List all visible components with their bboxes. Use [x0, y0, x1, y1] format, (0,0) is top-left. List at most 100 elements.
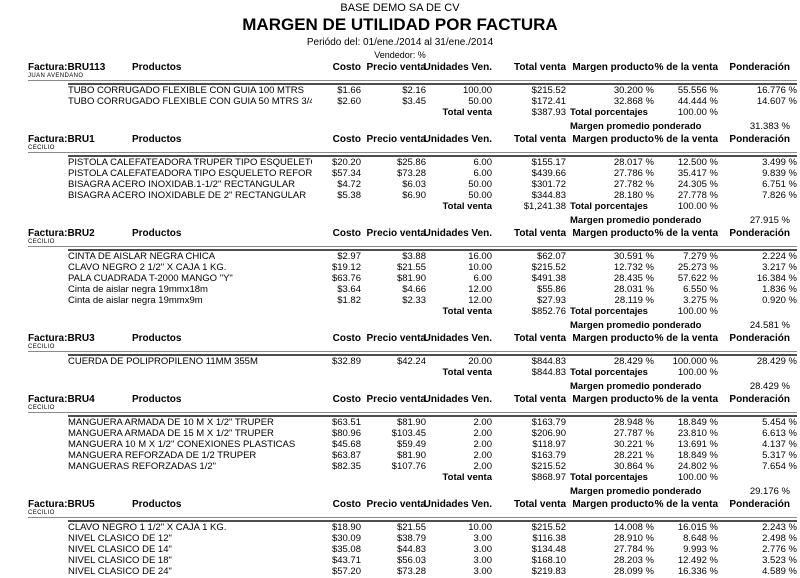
pct-of-sale-value: 12.492 %: [677, 555, 718, 566]
price-value: $3.45: [402, 96, 426, 107]
salesperson-name: CECILIO: [28, 510, 797, 518]
product-margin-value: 27.787 %: [613, 428, 654, 439]
pct-of-sale-value: 6.550 %: [683, 284, 718, 295]
weighting-value: 6.613 %: [762, 428, 797, 439]
table-row: CLAVO NEGRO 1 1/2" X CAJA 1 KG. $18.90 $…: [68, 521, 797, 533]
product-margin-value: 28.180 %: [613, 190, 654, 201]
cost-value: $2.60: [337, 96, 361, 107]
salesperson-name: CECILIO: [28, 405, 797, 413]
section-header: Factura:BRU4 Productos Costo Precio vent…: [0, 394, 800, 405]
col-header-margen-producto: Margen producto: [572, 134, 654, 145]
pct-of-sale-value: 12.500 %: [677, 157, 718, 168]
product-name: CINTA DE AISLAR NEGRA CHICA: [68, 251, 216, 262]
weighted-average-margin-row: Margen promedio ponderado 31.383 %: [0, 121, 800, 132]
cost-value: $63.87: [331, 450, 361, 461]
cost-value: $1.66: [337, 85, 361, 96]
weighting-value: 2.224 %: [762, 251, 797, 262]
product-margin-value: 27.784 %: [613, 544, 654, 555]
units-sold-value: 10.00: [468, 522, 492, 533]
margen-promedio-label: Margen promedio ponderado: [570, 381, 702, 392]
col-header-ponderacion: Ponderación: [729, 333, 790, 344]
table-row: NIVEL CLASICO DE 18" $43.71 $56.03 3.00 …: [68, 555, 797, 566]
total-sale-value: $215.52: [531, 522, 566, 533]
product-margin-value: 28.948 %: [613, 417, 654, 428]
table-row: PISTOLA CALEFATEADORA TIPO ESQUELETO REF…: [68, 168, 797, 179]
units-sold-value: 3.00: [473, 555, 493, 566]
weighting-value: 16.384 %: [756, 273, 797, 284]
total-sale-value: $215.52: [531, 85, 566, 96]
cost-value: $3.64: [337, 284, 361, 295]
weighting-value: 0.920 %: [762, 295, 797, 306]
col-header-pct-venta: % de la venta: [654, 134, 718, 145]
price-value: $59.49: [396, 439, 426, 450]
weighted-average-margin-row: Margen promedio ponderado 29.176 %: [0, 486, 800, 497]
col-header-costo: Costo: [332, 499, 361, 510]
report-title: MARGEN DE UTILIDAD POR FACTURA: [242, 15, 558, 34]
total-porcentajes-value: 100.00 %: [677, 472, 718, 483]
product-name: NIVEL CLASICO DE 18": [68, 555, 172, 566]
product-margin-value: 28.429 %: [613, 356, 654, 367]
col-header-ponderacion: Ponderación: [729, 499, 790, 510]
invoice-section: Factura:BRU1 Productos Costo Precio vent…: [0, 134, 800, 226]
total-porcentajes-label: Total porcentajes: [570, 201, 648, 212]
weighting-value: 2.243 %: [762, 522, 797, 533]
price-value: $81.90: [396, 417, 426, 428]
units-sold-value: 100.00: [462, 85, 492, 96]
pct-of-sale-value: 18.849 %: [677, 417, 718, 428]
invoice-section: Factura:BRU2 Productos Costo Precio vent…: [0, 228, 800, 331]
salesperson-name: JUAN AVENDANO: [28, 73, 797, 81]
cost-value: $63.51: [331, 417, 361, 428]
price-value: $3.88: [402, 251, 426, 262]
margen-promedio-label: Margen promedio ponderado: [570, 215, 702, 226]
product-name: NIVEL CLASICO DE 12": [68, 533, 172, 544]
weighting-value: 4.137 %: [762, 439, 797, 450]
cost-value: $63.76: [331, 273, 361, 284]
col-header-productos: Productos: [132, 62, 182, 73]
units-sold-value: 16.00: [468, 251, 492, 262]
invoice-number: Factura:BRU1: [28, 134, 95, 145]
col-header-margen-producto: Margen producto: [572, 499, 654, 510]
invoice-number: Factura:BRU3: [28, 333, 95, 344]
products-table: CLAVO NEGRO 1 1/2" X CAJA 1 KG. $18.90 $…: [68, 520, 797, 577]
total-venta-value: $844.83: [531, 367, 566, 378]
col-header-total-venta: Total venta: [513, 62, 566, 73]
col-header-productos: Productos: [132, 333, 182, 344]
total-sale-value: $134.48: [531, 544, 566, 555]
total-porcentajes-value: 100.00 %: [677, 201, 718, 212]
pct-of-sale-value: 3.275 %: [683, 295, 718, 306]
product-name: MANGUERA 10 M X 1/2" CONEXIONES PLASTICA…: [68, 439, 296, 450]
products-table: MANGUERA ARMADA DE 10 M X 1/2" TRUPER $6…: [68, 415, 797, 483]
weighted-average-margin-row: Margen promedio ponderado 24.581 %: [0, 320, 800, 331]
cost-value: $80.96: [331, 428, 361, 439]
products-table: CUERDA DE POLIPROPILENO 11MM 355M $32.89…: [68, 354, 797, 378]
col-header-unidades-ven: Unidades Ven.: [423, 499, 492, 510]
pct-of-sale-value: 24.802 %: [677, 461, 718, 472]
units-sold-value: 2.00: [473, 450, 493, 461]
product-margin-value: 30.864 %: [613, 461, 654, 472]
cost-value: $57.34: [331, 168, 361, 179]
total-venta-label: Total venta: [442, 201, 492, 212]
invoice-section: Factura:BRU4 Productos Costo Precio vent…: [0, 394, 800, 497]
units-sold-value: 2.00: [473, 428, 493, 439]
col-header-precio-venta: Precio venta: [366, 333, 426, 344]
weighted-average-margin-row: Margen promedio ponderado 27.915 %: [0, 215, 800, 226]
col-header-unidades-ven: Unidades Ven.: [423, 62, 492, 73]
price-value: $6.03: [402, 179, 426, 190]
product-name: CLAVO NEGRO 1 1/2" X CAJA 1 KG.: [68, 522, 227, 533]
price-value: $81.90: [396, 450, 426, 461]
section-header: Factura:BRU5 Productos Costo Precio vent…: [0, 499, 800, 510]
total-venta-value: $868.97: [531, 472, 566, 483]
weighting-value: 16.776 %: [756, 85, 797, 96]
invoice-section: Factura:BRU5 Productos Costo Precio vent…: [0, 499, 800, 577]
total-sale-value: $116.38: [532, 533, 566, 544]
table-row: PISTOLA CALEFATEADORA TRUPER TIPO ESQUEL…: [68, 156, 797, 168]
total-porcentajes-label: Total porcentajes: [570, 472, 648, 483]
col-header-costo: Costo: [332, 333, 361, 344]
weighting-value: 14.607 %: [756, 96, 797, 107]
pct-of-sale-value: 16.336 %: [677, 566, 718, 577]
table-row: NIVEL CLASICO DE 12" $30.09 $38.79 3.00 …: [68, 533, 797, 544]
cost-value: $1.82: [337, 295, 361, 306]
col-header-unidades-ven: Unidades Ven.: [423, 394, 492, 405]
section-header: Factura:BRU2 Productos Costo Precio vent…: [0, 228, 800, 239]
col-header-pct-venta: % de la venta: [654, 228, 718, 239]
